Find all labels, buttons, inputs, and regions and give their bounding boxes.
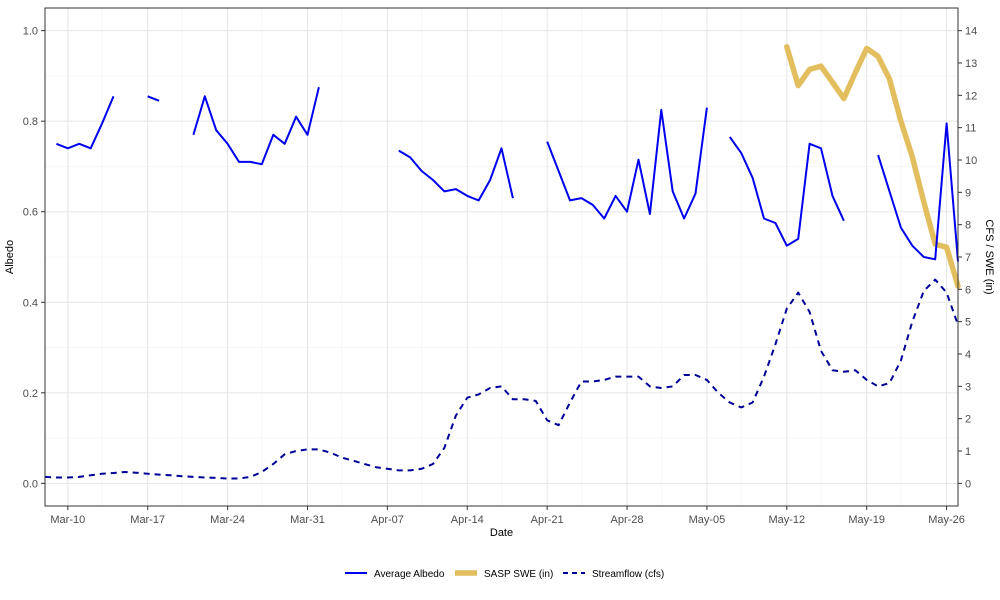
x-axis-label: Date xyxy=(490,527,513,539)
series-line-sasp-swe-in-segment-1 xyxy=(784,44,961,289)
grid-lines xyxy=(45,8,958,506)
y-left-tick-label: 0.0 xyxy=(23,478,38,490)
series-line-average-albedo-segment-3 xyxy=(192,86,320,166)
y-right-tick-label: 3 xyxy=(965,381,971,393)
y-right-tick-label: 1 xyxy=(965,446,971,458)
y-right-tick-label: 7 xyxy=(965,252,971,264)
x-tick-label: May-26 xyxy=(928,514,965,526)
axes: 0.00.20.40.60.81.001234567891011121314Ma… xyxy=(23,26,978,526)
series-line-average-albedo-segment-1 xyxy=(56,95,115,150)
y-right-tick-label: 13 xyxy=(965,58,977,70)
legend-label-average-albedo: Average Albedo xyxy=(374,569,445,580)
y-right-tick-label: 4 xyxy=(965,349,971,361)
y-right-tick-label: 9 xyxy=(965,187,971,199)
x-tick-label: Apr-21 xyxy=(531,514,564,526)
y-left-tick-label: 0.2 xyxy=(23,388,38,400)
y-right-tick-label: 2 xyxy=(965,414,971,426)
x-tick-label: Apr-14 xyxy=(451,514,484,526)
x-tick-label: May-12 xyxy=(768,514,805,526)
y-right-tick-label: 0 xyxy=(965,478,971,490)
x-tick-label: Mar-31 xyxy=(290,514,325,526)
x-tick-label: Mar-10 xyxy=(50,514,85,526)
legend-label-streamflow-cfs: Streamflow (cfs) xyxy=(592,569,664,580)
y-right-tick-label: 10 xyxy=(965,155,977,167)
series-line-average-albedo-segment-5 xyxy=(546,107,708,220)
series-line-average-albedo-segment-7 xyxy=(877,122,959,262)
legend-label-sasp-swe-in: SASP SWE (in) xyxy=(484,569,553,580)
x-tick-label: Apr-07 xyxy=(371,514,404,526)
y-right-tick-label: 6 xyxy=(965,284,971,296)
series-layer xyxy=(44,44,961,480)
y-right-tick-label: 12 xyxy=(965,90,977,102)
x-tick-label: Apr-28 xyxy=(611,514,644,526)
y-left-tick-label: 0.6 xyxy=(23,207,38,219)
y-axis-left-label: Albedo xyxy=(4,240,16,274)
y-left-tick-label: 1.0 xyxy=(23,26,38,38)
y-axis-right-label: CFS / SWE (in) xyxy=(983,219,995,294)
y-left-tick-label: 0.4 xyxy=(23,297,38,309)
x-tick-label: Mar-24 xyxy=(210,514,245,526)
series-line-average-albedo-segment-6 xyxy=(728,136,845,247)
x-tick-label: May-05 xyxy=(689,514,726,526)
y-right-tick-label: 11 xyxy=(965,123,976,135)
series-line-average-albedo-segment-4 xyxy=(398,147,514,202)
series-line-average-albedo-segment-2 xyxy=(147,95,160,102)
y-right-tick-label: 8 xyxy=(965,220,971,232)
y-left-tick-label: 0.8 xyxy=(23,116,38,128)
y-right-tick-label: 14 xyxy=(965,26,977,38)
legend: Average Albedo SASP SWE (in) Streamflow (c… xyxy=(345,569,664,580)
x-tick-label: May-19 xyxy=(848,514,885,526)
y-right-tick-label: 5 xyxy=(965,317,971,329)
x-tick-label: Mar-17 xyxy=(130,514,165,526)
